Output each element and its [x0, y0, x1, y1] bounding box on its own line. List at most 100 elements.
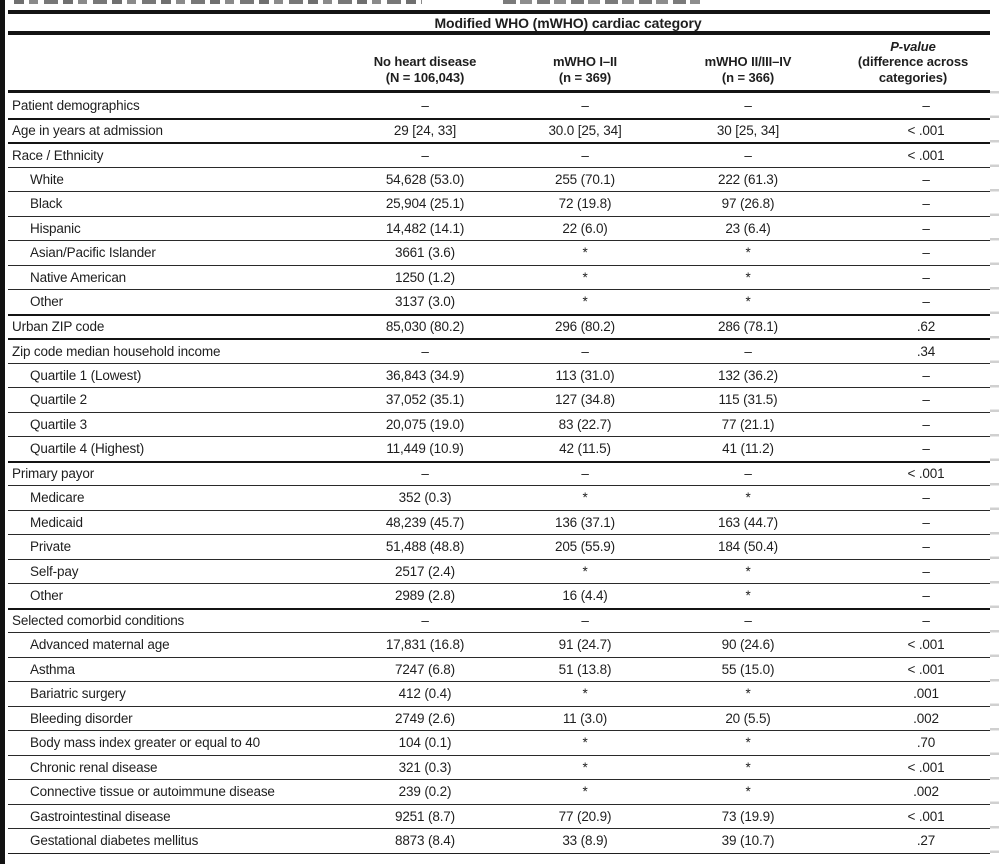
cell-p-value: < .001 — [907, 147, 945, 163]
cell-mwho-ii-iii-iv: 73 (19.9) — [721, 808, 775, 824]
column-header-p-value: P-value (difference across categories) — [836, 39, 990, 86]
cell-mwho-ii-iii-iv: – — [744, 613, 752, 629]
cell-mwho-ii-iii-iv: 77 (21.1) — [721, 416, 775, 432]
cell-no-heart-disease: 2749 (2.6) — [394, 710, 456, 726]
cell-mwho-ii-iii-iv: 39 (10.7) — [721, 833, 775, 849]
cell-mwho-ii-iii-iv: – — [744, 97, 752, 113]
cell-mwho-ii-iii-iv: 41 (11.2) — [722, 441, 774, 457]
table-row: Private 51,488 (48.8) 205 (55.9) 184 (50… — [8, 534, 990, 559]
row-label: Gestational diabetes mellitus — [30, 833, 199, 849]
cell-no-heart-disease: 25,904 (25.1) — [385, 196, 465, 212]
cell-mwho-i-ii: * — [582, 563, 588, 579]
cell-mwho-ii-iii-iv: 115 (31.5) — [718, 392, 778, 408]
cell-no-heart-disease: 51,488 (48.8) — [385, 539, 465, 555]
cell-mwho-ii-iii-iv: – — [744, 343, 752, 359]
cell-no-heart-disease: 11,449 (10.9) — [386, 441, 464, 457]
cell-mwho-ii-iii-iv: * — [745, 563, 751, 579]
column-header-line: (difference across categories) — [857, 54, 969, 85]
table-row: Self-pay 2517 (2.4) * * – — [8, 558, 990, 584]
cell-mwho-i-ii: – — [581, 343, 589, 359]
cell-p-value: – — [922, 171, 930, 187]
cell-mwho-i-ii: 72 (19.8) — [558, 196, 612, 212]
row-label: Self-pay — [30, 563, 79, 579]
row-label: Asian/Pacific Islander — [30, 245, 156, 261]
cell-mwho-i-ii: 11 (3.0) — [562, 710, 608, 726]
row-label: Bleeding disorder — [30, 710, 133, 726]
table-row: Selected comorbid conditions – – – – — [8, 607, 990, 633]
cell-mwho-i-ii: * — [582, 269, 588, 285]
cell-no-heart-disease: 29 [24, 33] — [393, 123, 457, 139]
table-row: Age in years at admission 29 [24, 33] 30… — [8, 117, 990, 143]
cell-p-value: – — [922, 539, 930, 555]
cell-no-heart-disease: 239 (0.2) — [398, 784, 452, 800]
table-group-header-row: Modified WHO (mWHO) cardiac category — [8, 14, 990, 31]
cell-mwho-i-ii: * — [582, 759, 588, 775]
cell-mwho-ii-iii-iv: 30 [25, 34] — [716, 123, 780, 139]
cell-no-heart-disease: 85,030 (80.2) — [385, 319, 465, 335]
table-row: Bariatric surgery 412 (0.4) * * .001 — [8, 681, 990, 706]
cell-mwho-i-ii: 30.0 [25, 34] — [548, 123, 622, 139]
table-row: Connective tissue or autoimmune disease … — [8, 779, 990, 804]
cell-no-heart-disease: 17,831 (16.8) — [385, 637, 465, 653]
row-label: Asthma — [30, 661, 75, 677]
cell-mwho-i-ii: 127 (34.8) — [554, 392, 616, 408]
cell-p-value: .34 — [916, 343, 936, 359]
row-label: Medicare — [30, 490, 85, 506]
table-row: Medicare 352 (0.3) * * – — [8, 485, 990, 510]
column-header-line: mWHO I–II — [552, 54, 618, 69]
cropped-text-remnant — [503, 0, 700, 4]
cell-no-heart-disease: 412 (0.4) — [398, 686, 452, 702]
table-row: Advanced maternal age 17,831 (16.8) 91 (… — [8, 632, 990, 657]
table-row: Zip code median household income – – – .… — [8, 338, 990, 363]
table-row: Quartile 3 20,075 (19.0) 83 (22.7) 77 (2… — [8, 411, 990, 437]
table-row: Race / Ethnicity – – – < .001 — [8, 142, 990, 167]
cell-p-value: < .001 — [907, 123, 945, 139]
cell-p-value: – — [922, 416, 930, 432]
cell-p-value: – — [922, 220, 930, 236]
column-header-line: (n = 369) — [558, 69, 612, 85]
cell-p-value: < .001 — [907, 466, 945, 482]
table-row: Black 25,904 (25.1) 72 (19.8) 97 (26.8) … — [8, 191, 990, 216]
cell-mwho-i-ii: 22 (6.0) — [562, 220, 608, 236]
row-label: Gastrointestinal disease — [30, 808, 171, 824]
row-label: Black — [30, 196, 63, 212]
cell-mwho-ii-iii-iv: 23 (6.4) — [725, 220, 771, 236]
cell-no-heart-disease: 54,628 (53.0) — [385, 171, 465, 187]
table-row: Urban ZIP code 85,030 (80.2) 296 (80.2) … — [8, 313, 990, 339]
cell-mwho-ii-iii-iv: * — [745, 490, 751, 506]
cell-p-value: – — [922, 588, 930, 604]
table-row: Quartile 1 (Lowest) 36,843 (34.9) 113 (3… — [8, 362, 990, 388]
cell-p-value: .70 — [916, 735, 936, 751]
cropped-text-remnant — [14, 0, 422, 4]
cell-p-value: – — [922, 392, 930, 408]
cell-mwho-i-ii: 83 (22.7) — [558, 416, 612, 432]
cell-mwho-ii-iii-iv: * — [745, 245, 751, 261]
cell-no-heart-disease: 1250 (1.2) — [394, 269, 456, 285]
cell-p-value: – — [922, 490, 930, 506]
column-header-line: mWHO II/III–IV — [704, 54, 792, 69]
cell-no-heart-disease: 321 (0.3) — [398, 759, 452, 775]
cell-mwho-i-ii: * — [582, 294, 588, 310]
cell-mwho-ii-iii-iv: 97 (26.8) — [721, 196, 775, 212]
row-label: Selected comorbid conditions — [12, 613, 185, 629]
cell-mwho-ii-iii-iv: * — [745, 294, 751, 310]
cell-p-value: – — [922, 269, 930, 285]
row-label: Connective tissue or autoimmune disease — [30, 784, 275, 800]
cell-p-value: – — [922, 97, 930, 113]
cell-p-value: .002 — [913, 710, 939, 726]
cell-mwho-i-ii: * — [582, 784, 588, 800]
cell-p-value: < .001 — [907, 759, 945, 775]
scan-edge-artifact — [990, 91, 999, 856]
row-label: Age in years at admission — [12, 123, 163, 139]
cell-no-heart-disease: 3661 (3.6) — [394, 245, 456, 261]
table-row: Quartile 4 (Highest) 11,449 (10.9) 42 (1… — [8, 436, 990, 461]
row-label: Hispanic — [30, 220, 81, 236]
cell-p-value: < .001 — [907, 661, 945, 677]
cell-mwho-i-ii: 16 (4.4) — [562, 588, 608, 604]
cell-mwho-i-ii: * — [582, 735, 588, 751]
cell-mwho-i-ii: 205 (55.9) — [554, 539, 616, 555]
cell-p-value: < .001 — [907, 808, 945, 824]
cell-mwho-ii-iii-iv: * — [745, 269, 751, 285]
page-left-border — [0, 0, 5, 864]
